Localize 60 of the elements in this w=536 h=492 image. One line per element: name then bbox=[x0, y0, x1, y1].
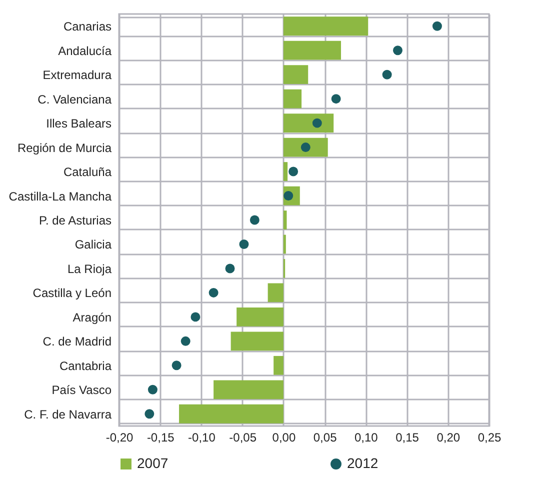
bar bbox=[283, 210, 287, 230]
x-tick-label: 0,00 bbox=[272, 430, 296, 444]
point bbox=[382, 70, 392, 80]
point bbox=[300, 142, 310, 152]
bar bbox=[283, 89, 302, 108]
bar bbox=[283, 138, 328, 157]
y-tick-label: Extremadura bbox=[42, 68, 112, 82]
bar bbox=[274, 356, 284, 375]
point bbox=[180, 336, 190, 346]
x-tick-label: 0,10 bbox=[354, 430, 378, 444]
point bbox=[432, 21, 442, 31]
bar bbox=[283, 65, 308, 84]
x-tick-label: -0,20 bbox=[106, 430, 134, 444]
legend-label: 2007 bbox=[137, 455, 168, 471]
bar bbox=[268, 283, 284, 302]
y-tick-label: Aragón bbox=[72, 310, 112, 324]
point bbox=[331, 94, 341, 104]
x-tick-label: -0,05 bbox=[229, 430, 257, 444]
y-tick-label: C. Valenciana bbox=[38, 92, 112, 106]
y-tick-label: La Rioja bbox=[67, 262, 112, 276]
x-tick-label: -0,15 bbox=[146, 430, 175, 444]
bar bbox=[283, 16, 368, 36]
x-tick-label: 0,20 bbox=[436, 430, 460, 444]
x-tick-label: 0,15 bbox=[396, 430, 420, 444]
bar bbox=[283, 40, 341, 60]
y-tick-label: Castilla y León bbox=[32, 286, 112, 300]
legend-label: 2012 bbox=[347, 455, 378, 471]
y-tick-label: Canarias bbox=[63, 20, 112, 34]
y-tick-label: Cataluña bbox=[63, 165, 112, 180]
bar bbox=[214, 380, 284, 400]
y-tick-label: País Vasco bbox=[52, 383, 112, 398]
point bbox=[172, 360, 182, 370]
bar bbox=[230, 332, 284, 351]
point bbox=[239, 240, 249, 249]
point bbox=[392, 46, 402, 56]
y-tick-label: Galicia bbox=[74, 238, 112, 252]
point bbox=[288, 166, 298, 176]
y-tick-label: Castilla-La Mancha bbox=[8, 189, 112, 204]
x-tick-label: 0,25 bbox=[478, 430, 502, 444]
bar bbox=[179, 404, 284, 424]
point bbox=[190, 312, 200, 322]
bar bbox=[283, 162, 288, 181]
bar bbox=[236, 307, 284, 326]
point bbox=[250, 215, 260, 225]
y-tick-label: P. de Asturias bbox=[39, 214, 112, 228]
point bbox=[208, 288, 218, 298]
bar bbox=[283, 114, 334, 133]
x-tick-label: 0,05 bbox=[313, 430, 338, 444]
y-tick-label: C. F. de Navarra bbox=[24, 407, 112, 422]
y-tick-label: C. de Madrid bbox=[42, 334, 112, 349]
x-tick-label: -0,10 bbox=[188, 430, 216, 444]
y-tick-label: Andalucía bbox=[58, 44, 112, 58]
y-tick-label: Región de Murcia bbox=[17, 140, 112, 155]
y-tick-label: Illes Balears bbox=[46, 116, 112, 131]
point bbox=[225, 264, 235, 274]
y-tick-label: Cantabria bbox=[59, 358, 112, 373]
bar bbox=[283, 234, 286, 254]
point bbox=[312, 118, 322, 128]
point bbox=[144, 409, 154, 419]
point bbox=[148, 384, 158, 394]
